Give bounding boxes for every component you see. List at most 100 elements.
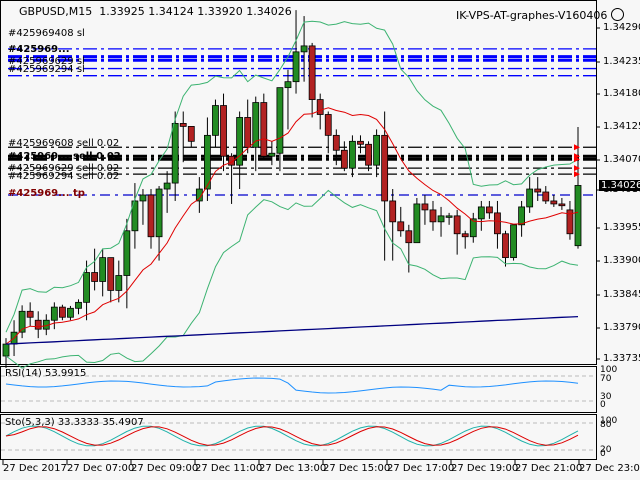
order-arrow-icon [574, 144, 580, 151]
candle-body [67, 307, 74, 318]
close-price: 1.34026 [246, 5, 292, 18]
candle-body [413, 203, 421, 244]
symbol-header: GBPUSD,M15 1.33925 1.34124 1.33920 1.340… [19, 6, 292, 17]
candle-body [220, 105, 227, 157]
candle-body [83, 272, 90, 303]
price-tick-label: 1.33735 [603, 353, 640, 364]
candle-body [195, 188, 203, 202]
low-price: 1.33920 [197, 5, 243, 18]
stoch-level-100: 100 [600, 416, 618, 426]
stoch-level-20: 20 [600, 445, 612, 455]
order-label-sl-3: #425969629 sl [8, 56, 85, 67]
candle-body [558, 203, 566, 207]
rsi-level-30: 30 [600, 392, 612, 402]
order-label-sl-1: #425969408 sl [8, 28, 85, 39]
candle-body [187, 126, 195, 142]
candle-body [260, 102, 268, 157]
price-tick-label: 1.34235 [603, 56, 640, 67]
order-label-sell-1: #425969608 sell 0.02 [8, 138, 120, 149]
time-tick-label: 27 Dec 17:00 [387, 463, 455, 474]
candle-body [236, 117, 244, 166]
candle-body [244, 117, 252, 148]
rsi-level-0: 0 [600, 400, 606, 410]
time-tick-label: 27 Dec 11:00 [195, 463, 263, 474]
time-tick-label: 27 Dec 09:00 [131, 463, 199, 474]
rsi-level-70: 70 [600, 374, 612, 384]
candle-body [534, 188, 542, 193]
candle-body [437, 215, 445, 223]
candle-body [324, 114, 332, 136]
candle-body [284, 81, 292, 89]
tp-label: #425969... tp [8, 188, 85, 199]
candle-body [2, 343, 10, 357]
stoch-label: Sto(5,3,3) 33.3333 35.4907 [5, 417, 144, 428]
candle-body [574, 185, 582, 247]
open-price: 1.33925 [99, 5, 145, 18]
candle-body [453, 215, 461, 235]
candle-body [18, 310, 26, 333]
order-label-sl-2: #425969... [8, 44, 70, 55]
rsi-panel [0, 366, 597, 413]
candle-body [58, 306, 66, 318]
symbol-timeframe: GBPUSD,M15 [19, 5, 93, 18]
candle-body [550, 200, 558, 205]
order-label-sell-3: #425969629 sell 0.02 [8, 163, 120, 174]
rsi-level-100: 100 [600, 365, 618, 375]
candle-body [349, 140, 356, 169]
rsi-label: RSI(14) 53.9915 [5, 368, 87, 379]
price-tick-label: 1.34290 [603, 22, 640, 33]
candle-body [171, 123, 179, 184]
time-tick-label: 27 Dec 13:00 [259, 463, 327, 474]
time-tick-label: 27 Dec 2017 [3, 463, 67, 474]
price-tick-label: 1.34070 [603, 154, 640, 165]
stoch-level-0: 0 [600, 449, 606, 459]
candle-body [26, 310, 34, 318]
order-arrow-icon [574, 165, 580, 172]
candle-body [212, 105, 219, 136]
stoch-signal-line [5, 426, 579, 446]
candle-body [445, 215, 453, 218]
candle-body [50, 306, 58, 321]
candle-body [357, 140, 364, 145]
candle-body [276, 87, 284, 154]
candle-body [381, 134, 389, 202]
time-tick-label: 27 Dec 23:00 [579, 463, 640, 474]
candle-body [389, 200, 397, 223]
rsi-line [5, 377, 579, 394]
candle-body [316, 99, 324, 115]
candle-body [115, 275, 123, 291]
price-tick-label: 1.33845 [603, 289, 640, 300]
time-tick-label: 27 Dec 07:00 [67, 463, 135, 474]
order-label-sell-2: #425969... sell 0.02 [8, 151, 121, 162]
order-label-sl-4: #425969294 sl [8, 64, 85, 75]
candle-body [147, 194, 155, 238]
candle-body [510, 224, 517, 259]
candle-body [292, 51, 300, 83]
candle-body [373, 134, 380, 166]
candle-body [421, 203, 429, 211]
candle-body [300, 45, 308, 53]
bollinger-lower [5, 189, 579, 369]
stoch-main-line [5, 425, 579, 447]
price-tick-label: 1.33955 [603, 222, 640, 233]
candle-body [477, 206, 485, 220]
candle-body [228, 155, 235, 166]
candle-body [91, 272, 99, 282]
moving-average-slow [5, 315, 579, 345]
candle-body [34, 319, 42, 330]
time-tick-label: 27 Dec 19:00 [451, 463, 519, 474]
expert-name: IK-VPS-AT-graphes-V160406 [456, 9, 608, 22]
price-tick-label: 1.34125 [603, 121, 640, 132]
stoch-level-80: 80 [600, 420, 612, 430]
candle-body [340, 149, 348, 169]
order-arrow-icon [574, 156, 580, 163]
moving-average-fast [5, 107, 579, 345]
candle-body [566, 209, 574, 235]
candle-body [469, 218, 477, 238]
candle-body [204, 134, 211, 190]
expert-advisor-label: IK-VPS-AT-graphes-V160406 [456, 6, 624, 21]
candle-body [139, 194, 147, 202]
candle-body [179, 123, 187, 127]
candle-body [429, 209, 437, 223]
